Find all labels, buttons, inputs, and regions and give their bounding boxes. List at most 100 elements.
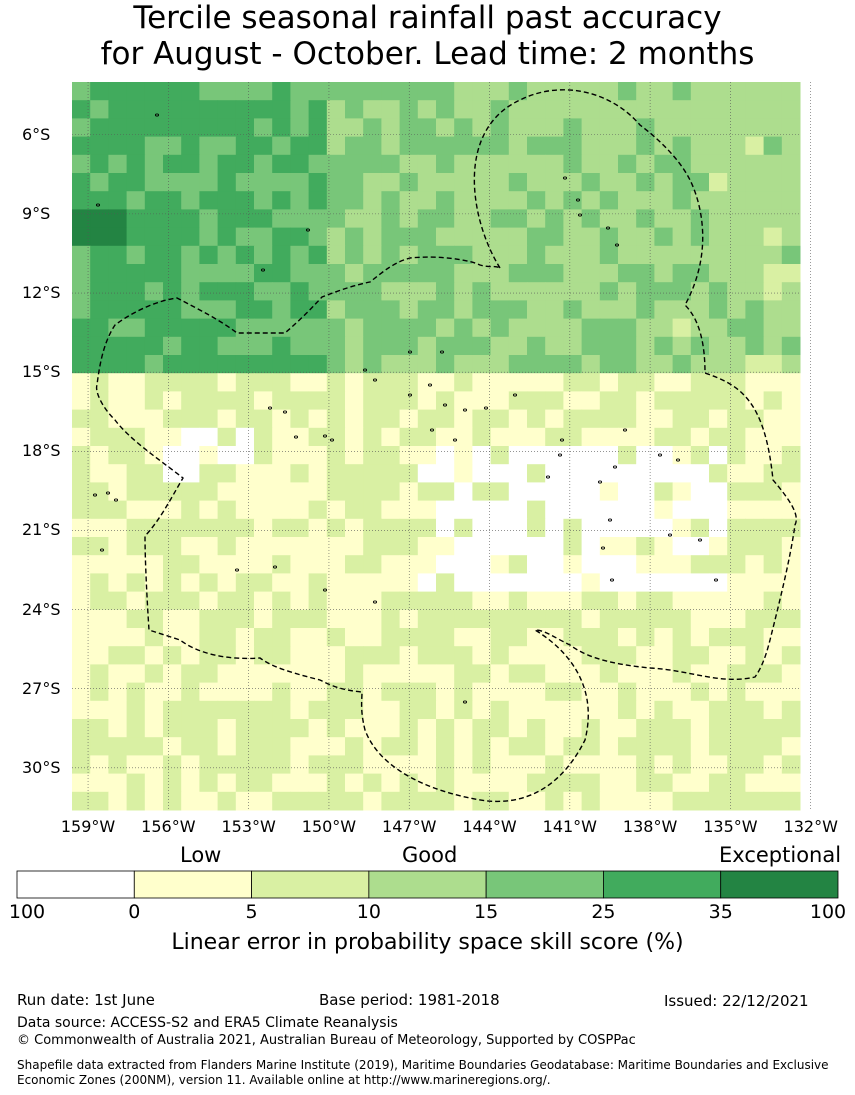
skill-cell [745, 791, 765, 811]
skill-cell [454, 191, 473, 210]
skill-cell [345, 609, 364, 629]
skill-cell [654, 427, 674, 447]
skill-cell [308, 136, 328, 156]
skill-cell [636, 755, 655, 775]
skill-cell [217, 791, 237, 811]
skill-cell [709, 791, 728, 811]
skill-cell [745, 737, 765, 756]
skill-cell [181, 573, 200, 593]
skill-cell [399, 427, 419, 447]
skill-cell [72, 373, 91, 392]
skill-cell [727, 719, 746, 738]
skill-cell [781, 154, 801, 174]
skill-cell [727, 391, 746, 411]
skill-cell [254, 336, 273, 356]
skill-cell [508, 446, 528, 465]
skill-cell [636, 773, 655, 793]
skill-cell [454, 719, 473, 738]
island-outline [407, 350, 413, 354]
skill-cell [454, 227, 473, 247]
skill-cell [363, 427, 382, 447]
skill-cell [618, 318, 637, 338]
skill-cell [363, 245, 382, 265]
skill-cell [381, 427, 401, 447]
skill-cell [290, 700, 310, 720]
skill-cell [618, 591, 637, 611]
skill-cell [527, 118, 546, 138]
skill-cell [745, 573, 765, 593]
skill-cell [745, 700, 765, 720]
skill-cell [181, 791, 200, 811]
skill-cell [290, 427, 310, 447]
skill-cell [199, 82, 219, 101]
skill-cell [254, 500, 273, 520]
skill-cell [417, 664, 437, 684]
map-title-line1: Tercile seasonal rainfall past accuracy [133, 0, 722, 36]
skill-cell [545, 409, 564, 429]
skill-cell [144, 500, 164, 520]
skill-cell [472, 646, 492, 665]
skill-cell [599, 682, 619, 702]
skill-cell [108, 409, 128, 429]
skill-cell [163, 664, 182, 684]
skill-cell [163, 336, 182, 356]
skill-cell [235, 791, 255, 811]
skill-cell [108, 300, 128, 320]
skill-cell [326, 700, 346, 720]
skill-cell [90, 154, 109, 174]
skill-cell [108, 737, 128, 756]
skill-cell [363, 773, 382, 793]
skill-cell [254, 446, 273, 465]
skill-cell [272, 700, 291, 720]
skill-cell [654, 609, 674, 629]
skill-cell [508, 82, 528, 101]
skill-cell [144, 682, 164, 702]
skill-cell [345, 227, 364, 247]
skill-cell [217, 682, 237, 702]
skill-cell [90, 791, 109, 811]
skill-cell [545, 500, 564, 520]
longitude-label: 150°W [301, 817, 357, 836]
skill-cell [454, 518, 473, 538]
skill-cell [345, 682, 364, 702]
skill-cell [527, 136, 546, 156]
skill-cell [508, 245, 528, 265]
skill-cell [690, 773, 710, 793]
skill-cell [727, 555, 746, 574]
longitude-label: 144°W [462, 817, 517, 836]
skill-cell [163, 464, 182, 483]
skill-cell [472, 482, 492, 502]
skill-cell [581, 300, 601, 320]
skill-cell [490, 136, 510, 156]
island-outline [559, 438, 565, 442]
skill-cell [308, 300, 328, 320]
skill-cell [217, 82, 237, 101]
skill-cell [727, 336, 746, 356]
skill-cell [217, 773, 237, 793]
skill-cell [90, 500, 109, 520]
skill-cell [581, 136, 601, 156]
skill-cell [527, 245, 546, 265]
skill-cell [436, 136, 455, 156]
skill-cell [745, 719, 765, 738]
skill-cell [90, 209, 109, 229]
skill-cell [527, 191, 546, 210]
skill-cell [690, 100, 710, 119]
skill-cell [545, 427, 564, 447]
skill-cell [763, 154, 783, 174]
skill-cell [254, 427, 273, 447]
skill-cell [727, 628, 746, 647]
skill-cell [217, 755, 237, 775]
base-period: Base period: 1981-2018 [319, 991, 500, 1009]
skill-cell [727, 700, 746, 720]
skill-cell [545, 191, 564, 210]
skill-cell [563, 409, 583, 429]
skill-cell [308, 500, 328, 520]
skill-cell [599, 355, 619, 374]
skill-cell [436, 154, 455, 174]
skill-cell [763, 755, 783, 775]
skill-cell [454, 245, 473, 265]
skill-cell [72, 191, 91, 210]
skill-cell [72, 136, 91, 156]
skill-cell [144, 173, 164, 192]
